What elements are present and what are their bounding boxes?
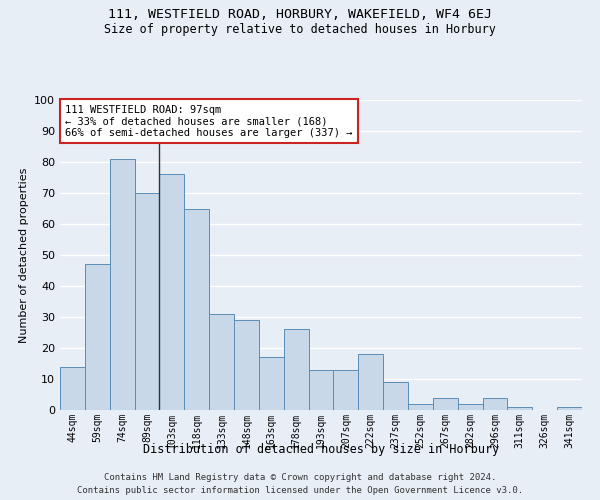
Text: Size of property relative to detached houses in Horbury: Size of property relative to detached ho… — [104, 22, 496, 36]
Bar — [433, 398, 458, 410]
Text: 111 WESTFIELD ROAD: 97sqm
← 33% of detached houses are smaller (168)
66% of semi: 111 WESTFIELD ROAD: 97sqm ← 33% of detac… — [65, 104, 353, 138]
Bar — [134, 193, 160, 410]
Bar — [234, 320, 259, 410]
Text: 111, WESTFIELD ROAD, HORBURY, WAKEFIELD, WF4 6EJ: 111, WESTFIELD ROAD, HORBURY, WAKEFIELD,… — [108, 8, 492, 20]
Bar — [85, 264, 110, 410]
Bar — [408, 404, 433, 410]
Y-axis label: Number of detached properties: Number of detached properties — [19, 168, 29, 342]
Bar — [308, 370, 334, 410]
Bar — [458, 404, 482, 410]
Bar — [358, 354, 383, 410]
Text: Contains HM Land Registry data © Crown copyright and database right 2024.: Contains HM Land Registry data © Crown c… — [104, 472, 496, 482]
Text: Contains public sector information licensed under the Open Government Licence v3: Contains public sector information licen… — [77, 486, 523, 495]
Bar — [110, 159, 134, 410]
Bar — [508, 407, 532, 410]
Bar — [60, 366, 85, 410]
Bar — [557, 407, 582, 410]
Bar — [259, 358, 284, 410]
Bar — [284, 330, 308, 410]
Bar — [334, 370, 358, 410]
Bar — [209, 314, 234, 410]
Text: Distribution of detached houses by size in Horbury: Distribution of detached houses by size … — [143, 442, 499, 456]
Bar — [482, 398, 508, 410]
Bar — [184, 208, 209, 410]
Bar — [160, 174, 184, 410]
Bar — [383, 382, 408, 410]
